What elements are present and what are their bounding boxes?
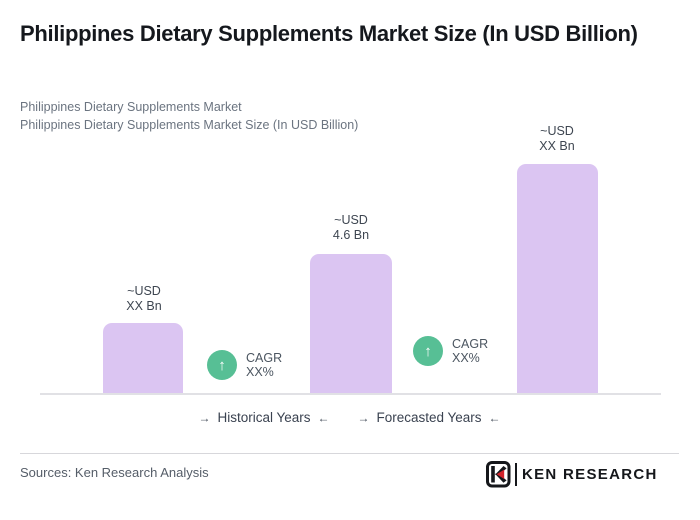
arrow-left-icon: ← <box>488 411 501 425</box>
chart-subtitle-line-1: Philippines Dietary Supplements Market <box>20 100 242 114</box>
arrow-left-icon: ← <box>317 411 330 425</box>
cagr-label-2: CAGR XX% <box>452 337 489 365</box>
legend-historical-years: → Historical Years ← <box>198 410 330 425</box>
bar-value-label-base-year: ~USD 4.6 Bn <box>332 213 370 242</box>
cagr-label-1: CAGR XX% <box>246 351 283 379</box>
bar-value-label-historical: ~USD XX Bn <box>126 284 162 313</box>
bar-historical <box>103 323 183 394</box>
page-title: Philippines Dietary Supplements Market S… <box>20 21 638 46</box>
logo-shield-icon <box>486 460 511 488</box>
sources-note: Sources: Ken Research Analysis <box>20 465 209 480</box>
arrow-right-icon: → <box>357 411 370 425</box>
bar-base-year <box>310 254 392 394</box>
axis-baseline <box>40 393 661 395</box>
cagr-up-icon: ↑ <box>413 336 443 366</box>
up-arrow-glyph: ↑ <box>424 342 432 360</box>
bar-forecast <box>517 164 598 394</box>
cagr-up-icon: ↑ <box>207 350 237 380</box>
logo-separator <box>515 462 517 486</box>
up-arrow-glyph: ↑ <box>218 356 226 374</box>
legend-forecasted-years: → Forecasted Years ← <box>357 410 501 425</box>
ken-research-logo: KEN RESEARCH <box>486 460 658 488</box>
chart-subtitle: Philippines Dietary Supplements Market P… <box>20 98 620 134</box>
footer-divider <box>20 453 679 454</box>
chart-subtitle-line-2: Philippines Dietary Supplements Market S… <box>20 118 359 132</box>
bar-value-label-forecast: ~USD XX Bn <box>539 124 575 153</box>
arrow-right-icon: → <box>198 411 211 425</box>
logo-text: KEN RESEARCH <box>522 465 658 483</box>
